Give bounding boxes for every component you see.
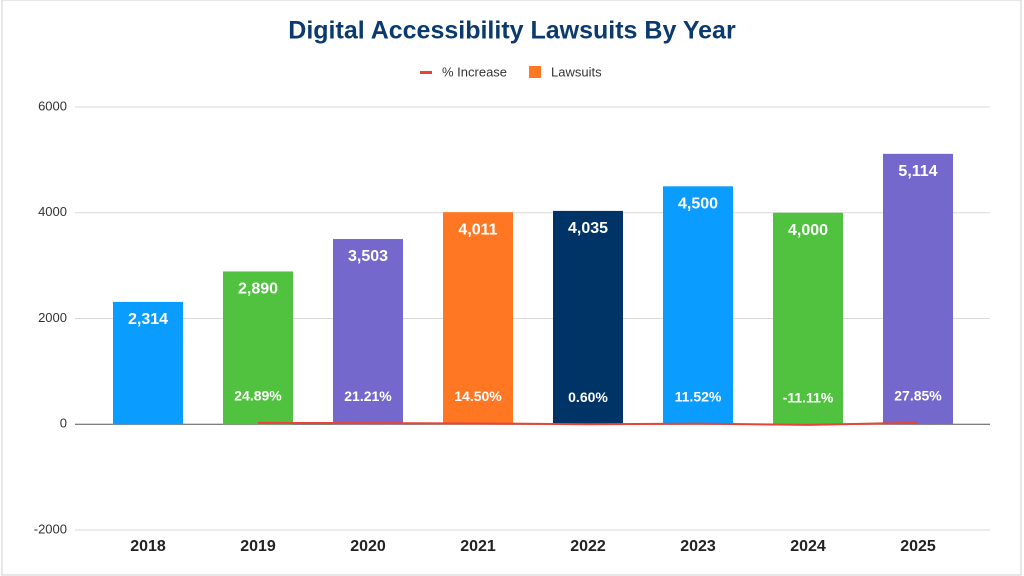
line-value-label: 24.89% xyxy=(234,388,282,404)
chart-title: Digital Accessibility Lawsuits By Year xyxy=(288,17,736,45)
bar-value-label: 2,890 xyxy=(238,281,278,298)
legend-label: % Increase xyxy=(442,64,507,79)
bar xyxy=(443,212,513,425)
bar xyxy=(553,210,623,425)
bar-value-label: 4,000 xyxy=(788,222,828,239)
x-tick-label: 2018 xyxy=(130,538,166,555)
x-tick-label: 2025 xyxy=(900,538,936,555)
bar xyxy=(663,186,733,425)
line-value-label: 14.50% xyxy=(454,388,502,404)
x-tick-label: 2019 xyxy=(240,538,276,555)
bar-value-label: 4,035 xyxy=(568,220,608,237)
bar-value-label: 5,114 xyxy=(898,163,937,180)
x-tick-label: 2023 xyxy=(680,538,716,555)
bar xyxy=(773,212,843,425)
y-tick-label: -2000 xyxy=(34,521,67,536)
x-tick-label: 2024 xyxy=(790,538,826,555)
bar xyxy=(113,301,183,425)
line-value-label: 0.60% xyxy=(568,389,608,405)
bar-value-label: 3,503 xyxy=(348,248,388,265)
line-value-label: 21.21% xyxy=(344,388,392,404)
y-tick-label: 6000 xyxy=(38,98,67,113)
bar xyxy=(333,239,403,425)
legend-marker xyxy=(420,71,432,74)
line-value-label: -11.11% xyxy=(783,390,834,406)
bar xyxy=(223,271,293,425)
line-value-label: 27.85% xyxy=(894,387,942,403)
bar xyxy=(883,153,953,425)
line-value-label: 11.52% xyxy=(675,388,722,404)
x-tick-label: 2022 xyxy=(570,538,606,555)
legend-marker xyxy=(529,66,542,78)
bar-value-label: 4,500 xyxy=(678,196,718,213)
x-tick-label: 2020 xyxy=(350,538,386,555)
y-tick-label: 4000 xyxy=(38,204,67,219)
legend-label: Lawsuits xyxy=(551,64,602,79)
bar-value-label: 4,011 xyxy=(458,221,497,238)
x-tick-label: 2021 xyxy=(460,538,496,555)
y-tick-label: 0 xyxy=(60,416,67,431)
bar-value-label: 2,314 xyxy=(128,311,168,328)
y-tick-label: 2000 xyxy=(38,310,67,325)
line xyxy=(257,421,919,426)
